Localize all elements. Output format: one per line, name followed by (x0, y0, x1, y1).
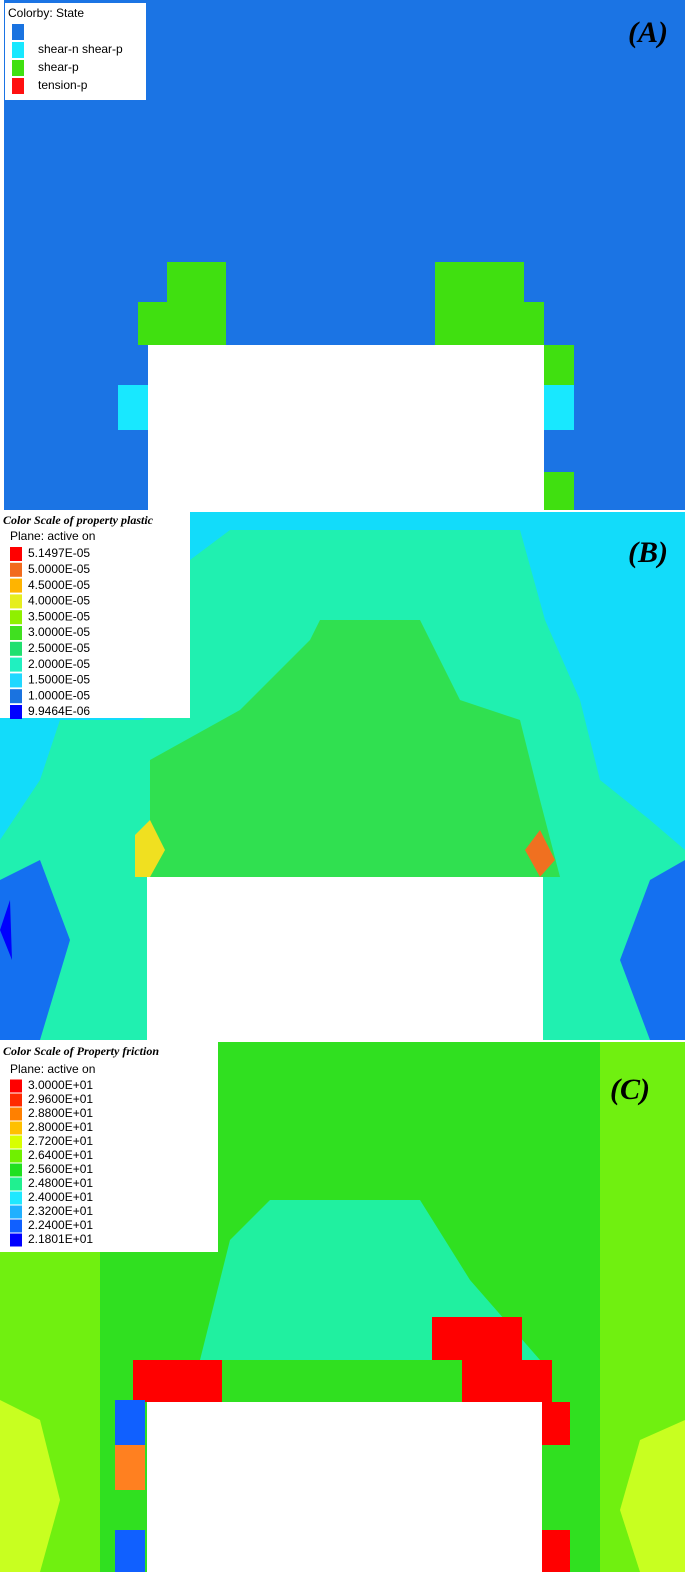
legend-swatch (10, 1121, 22, 1135)
legend-subtitle: Plane: active on (10, 1062, 95, 1076)
legend-swatch (10, 1177, 22, 1191)
legend-swatch (12, 24, 24, 40)
legend-swatch (12, 60, 24, 76)
legend-label: 3.5000E-05 (28, 609, 90, 623)
legend-box (5, 3, 146, 100)
legend-swatch (10, 1079, 22, 1093)
legend-label: 2.0000E-05 (28, 657, 90, 671)
legend-swatch (10, 610, 22, 625)
legend-label: 2.5600E+01 (28, 1162, 93, 1176)
legend-swatch (10, 673, 22, 688)
legend-title: Color Scale of property plastic (3, 513, 154, 527)
legend-swatch (10, 1149, 22, 1163)
legend-swatch (10, 547, 22, 561)
legend-label: 5.0000E-05 (28, 562, 90, 576)
legend-label: 3.0000E+01 (28, 1078, 93, 1092)
legend-label: 2.1801E+01 (28, 1232, 93, 1246)
legend-label: tension-p (38, 78, 88, 92)
legend-swatch (10, 689, 22, 704)
panel-label: (A) (628, 16, 668, 49)
legend-swatch (10, 641, 22, 656)
legend-swatch (10, 1191, 22, 1205)
legend-label: 2.6400E+01 (28, 1148, 93, 1162)
legend-label: 4.0000E-05 (28, 594, 90, 608)
panel-label: (C) (610, 1073, 650, 1106)
legend-label: 2.4000E+01 (28, 1190, 93, 1204)
legend-label: 9.9464E-06 (28, 704, 90, 718)
legend-title: Color Scale of Property friction (3, 1044, 159, 1058)
legend-swatch (10, 1205, 22, 1219)
legend-swatch (10, 594, 22, 609)
legend-swatch (10, 562, 22, 577)
legend-swatch (12, 42, 24, 58)
legend-label: 3.0000E-05 (28, 625, 90, 639)
legend-label: 2.5000E-05 (28, 641, 90, 655)
panel-a-field (4, 0, 685, 510)
legend-swatch (10, 626, 22, 640)
panel-label: (B) (628, 536, 668, 569)
legend-box (0, 512, 190, 718)
legend-box (0, 1042, 218, 1252)
legend-label: 2.7200E+01 (28, 1134, 93, 1148)
legend-label: 4.5000E-05 (28, 578, 90, 592)
legend-label: 2.2400E+01 (28, 1218, 93, 1232)
legend-swatch (10, 1135, 22, 1149)
legend-title: Colorby: State (8, 6, 84, 20)
legend-swatch (12, 78, 24, 94)
legend-label: 2.4800E+01 (28, 1176, 93, 1190)
legend-swatch (10, 578, 22, 593)
legend-swatch (10, 1219, 22, 1233)
legend-label: 2.3200E+01 (28, 1204, 93, 1218)
legend-label: 5.1497E-05 (28, 546, 90, 560)
legend-swatch (10, 1233, 22, 1247)
legend-label: 2.9600E+01 (28, 1092, 93, 1106)
legend-swatch (10, 705, 22, 719)
legend-swatch (10, 1093, 22, 1107)
legend-label: shear-p (38, 60, 79, 74)
legend-swatch (10, 1163, 22, 1177)
legend-label: 1.0000E-05 (28, 688, 90, 702)
legend-swatch (10, 657, 22, 672)
legend-label: 2.8800E+01 (28, 1106, 93, 1120)
legend-swatch (10, 1107, 22, 1121)
legend-label: 1.5000E-05 (28, 673, 90, 687)
legend-label: shear-n shear-p (38, 42, 123, 56)
legend-label: 2.8000E+01 (28, 1120, 93, 1134)
legend-subtitle: Plane: active on (10, 529, 95, 543)
